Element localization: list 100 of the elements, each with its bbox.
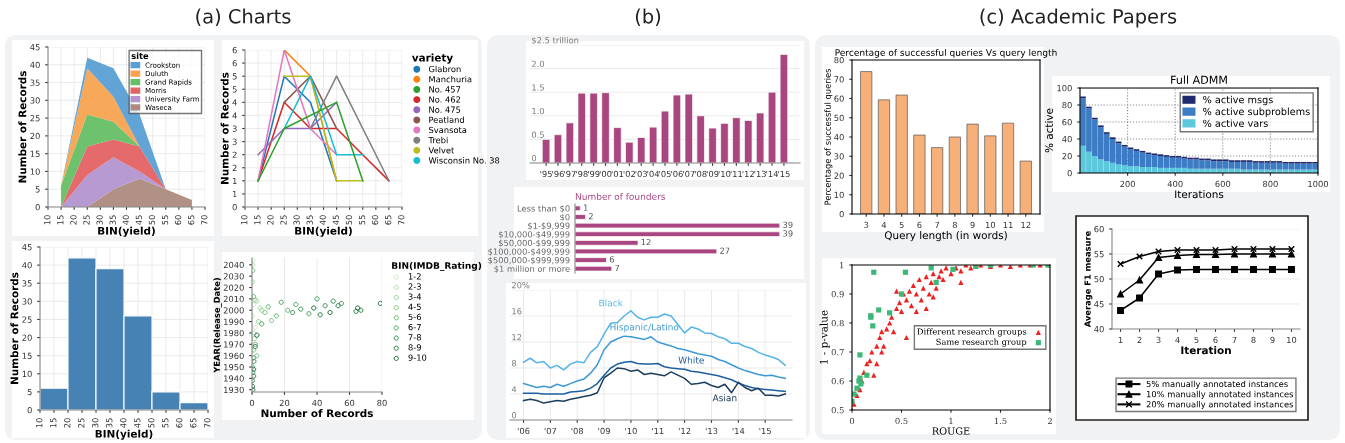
legend-label: Velvet [428, 146, 455, 154]
y-tick-label: 5 [232, 73, 237, 80]
legend-label: 4-5 [408, 303, 421, 310]
y-tick-label: 15 [30, 150, 40, 157]
legend-label: 8-9 [408, 344, 421, 351]
x-tick-label: '14 [766, 170, 779, 177]
y-tick-label: 45 [1094, 301, 1104, 308]
y-tick-label: 3 [232, 125, 237, 132]
y-tick-label: 50 [1094, 275, 1104, 283]
x-tick-label: '10 [625, 427, 637, 435]
legend-label: Glabron [428, 65, 461, 73]
y-tick-label: 0 [839, 210, 844, 218]
y-tick-label: 0.5 [531, 131, 544, 138]
x-axis-title: Iteration [1181, 346, 1231, 355]
y-tick-label: 35 [22, 280, 32, 287]
x-tick-label: 25 [83, 215, 90, 225]
x-tick-label: 4 [881, 221, 887, 228]
y-tick-label: 2 [232, 164, 237, 171]
x-tick-label: 7 [935, 221, 940, 228]
x-tick-label: '97 [564, 170, 576, 178]
x-tick-label: '02 [623, 170, 635, 178]
y-tick-label: 20% [512, 282, 530, 289]
x-tick-label: '08 [695, 170, 707, 178]
y-tick-label: 0 [511, 412, 517, 419]
y-tick-label: $2.5 trillion [532, 36, 579, 45]
x-tick-label: 40 [122, 215, 129, 225]
y-tick-label: 40 [1062, 135, 1072, 143]
data-label: 6 [609, 256, 615, 263]
x-tick-label: '09 [598, 427, 610, 435]
x-tick-label: '05 [659, 170, 671, 178]
text: (a) Charts [196, 8, 291, 26]
x-tick-label: '11 [730, 170, 743, 177]
y-tick-label: 25 [22, 316, 32, 323]
x-tick-label: 20 [279, 399, 290, 407]
y-tick-label: 0.9 [831, 290, 844, 298]
y-tick-label: 1990 [224, 318, 244, 325]
x-tick-label: 800 [1263, 180, 1278, 188]
y-tick-label: $1 million or more [494, 265, 570, 274]
series-label: White [678, 356, 704, 364]
x-tick-label: '11 [652, 427, 664, 434]
legend-label: % active vars [1203, 119, 1268, 127]
legend-label: 1-2 [408, 273, 421, 280]
x-tick-label: 60 [174, 215, 182, 225]
x-axis-title: BIN(yield) [95, 429, 153, 440]
x-tick-label: 1.5 [994, 417, 1007, 425]
y-tick-label: 1 [840, 261, 844, 269]
y-tick-label: 1.0 [532, 107, 545, 115]
data-label: 12 [641, 238, 651, 246]
y-axis-title: Number of Records [18, 71, 27, 183]
legend-label: No. 475 [429, 106, 461, 113]
y-tick-label: 60 [834, 95, 844, 102]
x-axis-title: Iterations [1175, 190, 1224, 199]
y-tick-label: Less than $0 [517, 205, 570, 213]
legend-label: Different research groups [917, 328, 1027, 337]
data-label: 1 [583, 204, 588, 211]
x-tick-label: 6 [1213, 336, 1218, 344]
x-tick-label: 1000 [1308, 180, 1329, 188]
legend-label: No. 457 [429, 86, 461, 93]
y-tick-label: 2030 [223, 273, 244, 280]
x-tick-label: 60 [344, 399, 355, 407]
x-tick-label: '15 [759, 427, 771, 435]
y-tick-label: 25 [30, 115, 40, 122]
x-tick-label: 65 [188, 215, 195, 225]
x-tick-label: 30 [293, 215, 300, 225]
text: (c) Academic Papers [980, 8, 1177, 28]
x-tick-label: 10 [44, 215, 51, 225]
x-tick-label: 55 [162, 418, 169, 428]
x-tick-label: '00 [599, 170, 612, 178]
x-tick-label: '15 [778, 170, 790, 178]
legend-label: 5% manually annotated instances [1146, 380, 1288, 389]
x-tick-label: 8 [952, 221, 957, 229]
x-tick-label: 35 [306, 215, 313, 225]
x-tick-label: '98 [576, 170, 588, 178]
y-tick-label: 35 [30, 79, 40, 86]
y-tick-label: 30 [30, 97, 40, 104]
x-tick-label: '13 [754, 170, 766, 178]
y-tick-label: 1940 [224, 375, 244, 382]
legend-label: Peatland [429, 116, 464, 123]
y-tick-label: 0.5 [831, 406, 844, 414]
x-tick-label: '01 [611, 170, 624, 178]
x-tick-label: 600 [1215, 180, 1231, 188]
x-tick-label: 12 [1021, 221, 1031, 228]
y-axis-title: Percentage of successful queries [824, 68, 833, 205]
y-tick-label: 2020 [223, 284, 244, 291]
legend-label: 2-3 [408, 283, 421, 290]
legend-label: % active msgs [1203, 95, 1273, 106]
data-label: 27 [720, 247, 730, 254]
x-tick-label: 7 [1232, 336, 1237, 343]
x-tick-label: '95 [540, 170, 552, 178]
y-tick-label: 10 [22, 370, 32, 378]
y-tick-label: 6 [232, 60, 237, 67]
y-tick-label: 1960 [224, 352, 244, 359]
y-tick-label: 1970 [224, 341, 244, 348]
legend-label: Manchuria [429, 75, 472, 83]
x-tick-label: 45 [135, 215, 142, 225]
data-label: 39 [783, 230, 793, 237]
x-tick-label: 60 [371, 215, 379, 225]
y-tick-label: $10,000-$49,999 [498, 231, 570, 239]
y-axis-title: Number of Records [10, 272, 19, 384]
y-tick-label: 40 [30, 61, 40, 69]
